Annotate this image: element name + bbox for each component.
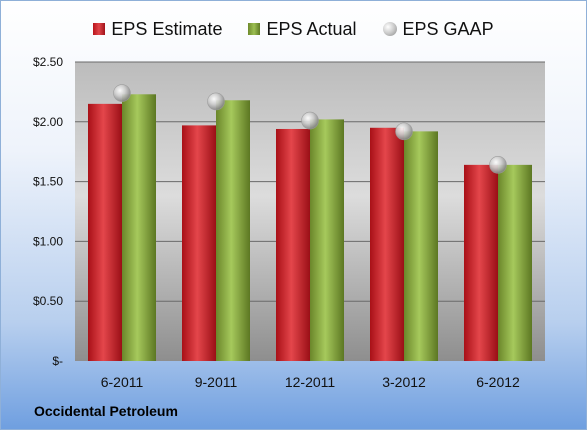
x-tick-label: 9-2011: [195, 374, 238, 390]
legend-item-eps-actual: EPS Actual: [248, 18, 357, 40]
y-tick-label: $-: [52, 354, 63, 368]
y-tick-label: $1.00: [33, 234, 63, 248]
x-tick-label: 12-2011: [285, 374, 336, 390]
bar-eps-estimate: [464, 164, 498, 361]
y-tick-label: $2.00: [33, 115, 63, 129]
marker-eps-gaap: [301, 111, 319, 130]
bar-eps-actual: [216, 100, 250, 361]
x-tick-label: 6-2011: [101, 374, 144, 390]
legend-marker-eps-gaap: [382, 22, 397, 36]
legend-label-eps-gaap: EPS GAAP: [402, 18, 494, 39]
marker-eps-gaap: [489, 156, 507, 174]
legend-swatch-eps-actual: [248, 23, 261, 35]
bar-eps-actual: [310, 119, 344, 362]
legend-label-eps-actual: EPS Actual: [266, 18, 357, 39]
legend-label-eps-estimate: EPS Estimate: [111, 18, 223, 39]
bar-eps-estimate: [88, 103, 122, 362]
legend-item-eps-estimate: EPS Estimate: [93, 19, 222, 40]
bar-eps-estimate: [370, 127, 404, 361]
y-tick-label: $1.50: [33, 175, 63, 189]
marker-eps-gaap: [395, 122, 413, 141]
bar-eps-actual: [498, 164, 532, 361]
x-tick-label: 6-2012: [476, 374, 520, 390]
bar-eps-actual: [404, 131, 438, 361]
bar-eps-estimate: [276, 128, 310, 361]
marker-eps-gaap: [113, 84, 131, 102]
y-tick-label: $0.50: [33, 294, 63, 308]
marker-eps-gaap: [207, 92, 225, 111]
chart-legend: EPS Estimate EPS Actual EPS GAAP: [1, 17, 586, 41]
company-name: Occidental Petroleum: [34, 403, 178, 419]
bar-eps-estimate: [182, 125, 216, 361]
y-tick-label: $2.50: [33, 55, 63, 69]
bar-eps-actual: [122, 94, 156, 362]
x-tick-label: 3-2012: [382, 374, 426, 390]
legend-swatch-eps-estimate: [93, 23, 106, 35]
legend-item-eps-gaap: EPS GAAP: [382, 18, 494, 40]
